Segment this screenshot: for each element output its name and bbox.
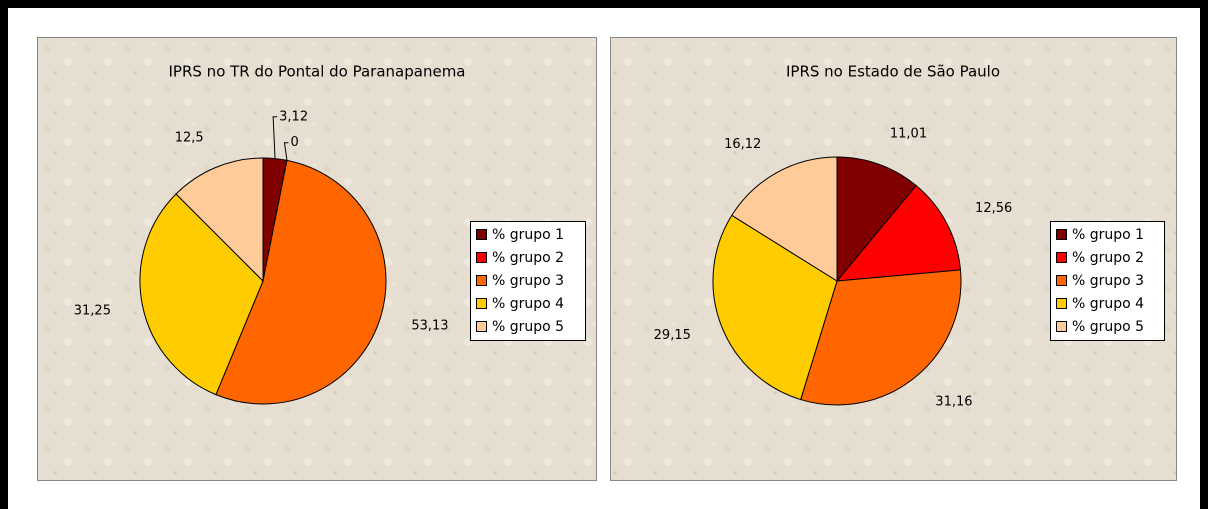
legend-swatch [476,321,487,332]
pie-slice [139,193,264,396]
chart-title: IPRS no Estado de São Paulo [786,63,1000,81]
pie-slice [175,157,264,283]
leader-line [283,142,289,161]
legend-swatch [1056,252,1067,263]
data-label: 16,12 [724,137,761,152]
legend-label: % grupo 4 [492,296,564,312]
data-label: 12,5 [175,130,204,145]
pie-slice [731,156,838,282]
legend-label: % grupo 2 [492,250,564,266]
legend-swatch [1056,298,1067,309]
data-label: 31,25 [74,304,111,319]
legend-box [470,221,586,341]
leader-line [272,116,278,159]
legend-label: % grupo 5 [492,319,564,335]
legend-swatch [476,229,487,240]
data-label: 3,12 [279,109,308,124]
legend-swatch [1056,321,1067,332]
data-label: 29,15 [654,328,691,343]
data-label: 53,13 [411,318,448,333]
data-label: 11,01 [890,127,927,142]
legend-label: % grupo 2 [1072,250,1144,266]
pie-slice [712,214,838,401]
legend-label: % grupo 3 [492,273,564,289]
legend-label: % grupo 1 [1072,227,1144,243]
legend-swatch [1056,229,1067,240]
legend-swatch [476,252,487,263]
legend-swatch [476,298,487,309]
data-label: 0 [290,135,298,150]
legend-box [1050,221,1165,341]
legend-label: % grupo 4 [1072,296,1144,312]
legend-swatch [476,275,487,286]
legend-swatch [1056,275,1067,286]
pie-slice [800,269,962,406]
legend-label: % grupo 1 [492,227,564,243]
data-label: 12,56 [975,201,1012,216]
legend-label: % grupo 5 [1072,319,1144,335]
chart-title: IPRS no TR do Pontal do Paranapanema [169,63,466,81]
legend-label: % grupo 3 [1072,273,1144,289]
data-label: 31,16 [935,395,972,410]
pie-slice [836,156,917,283]
pie-slice [835,184,962,282]
pie-slice [215,159,387,405]
